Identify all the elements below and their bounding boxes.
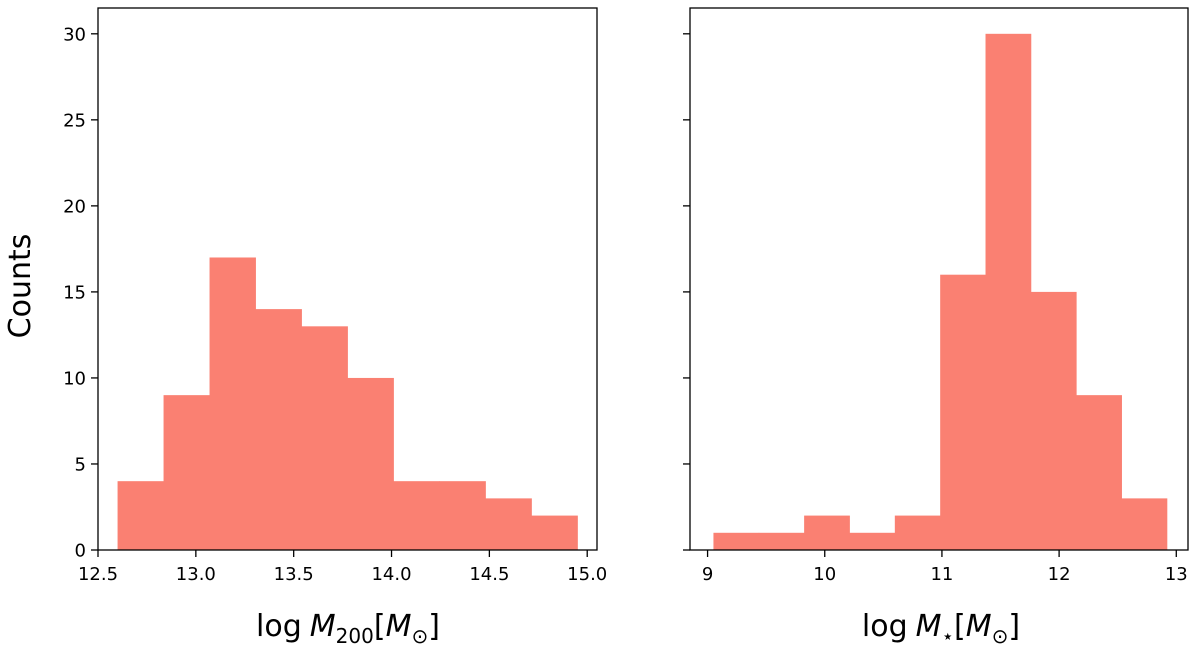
histogram-bar	[531, 515, 578, 550]
x-tick-label: 13	[1165, 564, 1188, 585]
histogram-bar	[758, 532, 805, 550]
histogram-bar	[485, 498, 532, 550]
x-tick-label: 12.5	[78, 564, 118, 585]
histogram-bar	[849, 532, 896, 550]
histogram-bar	[439, 481, 486, 550]
histogram-bar	[255, 309, 302, 550]
histogram-bar	[940, 274, 986, 550]
histogram-bar	[347, 377, 394, 550]
histogram-bar	[1030, 291, 1077, 550]
histogram-bar	[1121, 498, 1168, 550]
histogram-panel-stellar-mass: 9 10 11 12 13 log M⋆[M⊙]	[683, 7, 1189, 648]
histogram-panel-halo-mass: 12.5 13.0 13.5 14.0 14.5 15.0 0 5 10 15 20 25 30 Co…	[3, 7, 607, 648]
bars-group	[713, 33, 1168, 551]
y-tick-label: 10	[63, 368, 86, 389]
y-tick-label: 15	[63, 282, 86, 303]
histogram-bar	[393, 481, 440, 550]
histogram-bar	[209, 257, 256, 550]
histogram-bar	[163, 395, 210, 550]
x-ticks: 12.5 13.0 13.5 14.0 14.5 15.0	[78, 550, 607, 585]
y-tick-label: 30	[63, 24, 86, 45]
histogram-bar	[713, 532, 760, 550]
histogram-bar	[301, 326, 348, 550]
axes-frame	[689, 7, 1189, 551]
x-tick-label: 14.0	[371, 564, 411, 585]
axes-frame	[97, 7, 598, 551]
x-tick-label: 13.5	[274, 564, 314, 585]
histogram-bar	[804, 515, 850, 550]
y-tick-label: 0	[75, 541, 86, 562]
y-ticks: 0 5 10 15 20 25 30	[63, 24, 98, 562]
histogram-bar	[985, 33, 1032, 551]
x-ticks: 9 10 11 12 13	[702, 550, 1188, 585]
y-tick-label: 5	[75, 454, 86, 475]
x-axis-label: log M200[M⊙]	[256, 609, 440, 648]
x-tick-label: 10	[813, 564, 836, 585]
bars-group	[117, 257, 578, 550]
x-axis-label: log M⋆[M⊙]	[862, 609, 1020, 648]
x-tick-label: 14.5	[469, 564, 509, 585]
histogram-bar	[894, 515, 941, 550]
y-tick-label: 20	[63, 196, 86, 217]
histogram-bar	[117, 481, 164, 550]
x-tick-label: 9	[702, 564, 713, 585]
x-tick-label: 13.0	[176, 564, 216, 585]
histogram-bar	[1076, 395, 1122, 550]
y-axis-label: Counts	[3, 234, 38, 339]
x-tick-label: 12	[1048, 564, 1071, 585]
y-tick-label: 25	[63, 110, 86, 131]
x-tick-label: 11	[930, 564, 953, 585]
y-ticks	[683, 33, 690, 551]
x-tick-label: 15.0	[567, 564, 607, 585]
